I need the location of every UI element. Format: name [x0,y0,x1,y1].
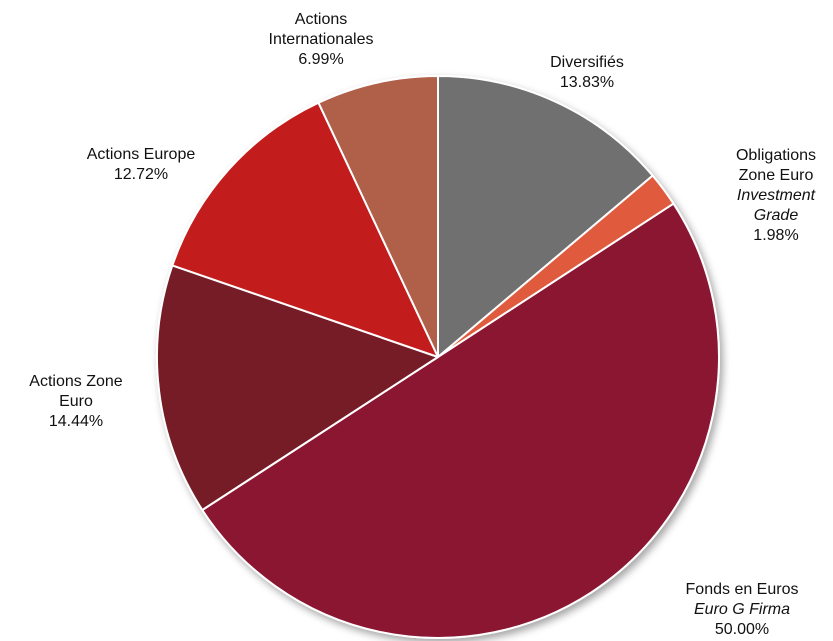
label-internationales-value: 6.99% [298,51,344,68]
label-diversifies-value: 13.83% [559,74,615,91]
label-europe: Actions Europe 12.72% [87,145,196,185]
label-obligations-italic1: Investment [736,187,816,204]
slice-diversifies [437,75,654,358]
label-zone-euro-value: 14.44% [48,413,104,430]
label-obligations-italic2: Grade [753,207,799,224]
slice-europe [171,101,439,358]
label-internationales-line1: Actions [294,11,348,28]
label-internationales: Actions Internationales 6.99% [269,10,374,70]
slice-zone-euro [155,264,439,511]
pie-slices [155,75,720,639]
slice-internationales [317,75,439,358]
label-zone-euro-line1: Actions Zone [29,373,123,390]
label-fonds-value: 50.00% [714,621,770,638]
label-zone-euro: Actions Zone Euro 14.44% [29,372,122,432]
label-zone-euro-line2: Euro [59,393,93,410]
label-obligations-line2: Zone Euro [738,167,814,184]
label-europe-value: 12.72% [113,166,169,183]
slice-fonds [201,202,720,639]
label-fonds-italic1: Euro G Firma [693,601,791,618]
label-diversifies-line1: Diversifiés [550,54,624,71]
label-internationales-line2: Internationales [268,31,374,48]
label-diversifies: Diversifiés 13.83% [550,53,624,93]
label-obligations: Obligations Zone Euro Investment Grade 1… [736,146,816,246]
label-obligations-line1: Obligations [735,147,817,164]
label-obligations-value: 1.98% [753,227,799,244]
label-europe-line1: Actions Europe [86,146,196,163]
label-fonds-line1: Fonds en Euros [685,581,799,598]
label-fonds: Fonds en Euros Euro G Firma 50.00% [686,580,799,640]
